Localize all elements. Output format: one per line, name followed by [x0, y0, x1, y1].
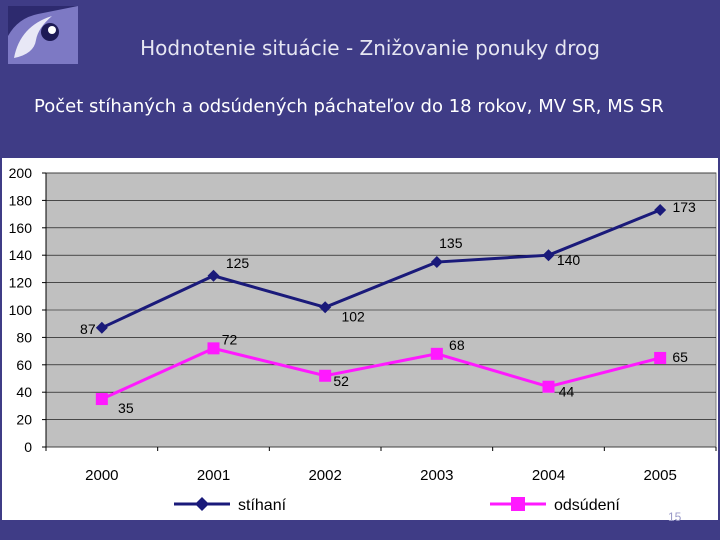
slide-title: Hodnotenie situácie - Znižovanie ponuky …	[140, 36, 600, 60]
legend-label: stíhaní	[238, 497, 287, 514]
line-chart: 0 20 40 60 80 100 120 140 160 180 200 2000 2001 2002 2…	[9, 165, 717, 514]
y-tick-label: 60	[16, 357, 32, 373]
data-label: 87	[80, 321, 96, 337]
data-label: 65	[672, 349, 688, 365]
data-point-stihani	[319, 301, 332, 314]
data-point-odsudeni	[654, 351, 667, 364]
data-label: 35	[118, 400, 134, 416]
data-point-odsudeni	[207, 342, 220, 355]
y-tick-label: 80	[16, 329, 32, 345]
data-label: 102	[341, 308, 365, 324]
data-point-stihani	[542, 249, 555, 262]
data-point-stihani	[207, 269, 220, 282]
spiral-logo-icon	[8, 6, 78, 64]
y-tick-label: 20	[16, 412, 32, 428]
x-tick-label: 2000	[85, 467, 118, 484]
data-point-odsudeni	[430, 347, 443, 360]
data-label: 44	[559, 384, 575, 400]
data-label: 140	[557, 252, 581, 268]
data-point-stihani	[654, 203, 667, 216]
x-tick-label: 2005	[643, 467, 676, 484]
series-line-stihani	[101, 208, 661, 330]
y-tick-label: 200	[9, 165, 33, 181]
y-tick-label: 180	[9, 192, 33, 208]
y-tick-label: 140	[9, 247, 33, 263]
y-tick-label: 0	[24, 439, 32, 455]
page-number: 15	[668, 510, 682, 524]
data-label: 52	[333, 373, 349, 389]
data-point-odsudeni	[95, 393, 108, 406]
data-label: 68	[449, 337, 465, 353]
x-tick-label: 2002	[308, 467, 341, 484]
y-tick-label: 160	[9, 220, 33, 236]
series-line-odsudeni	[101, 346, 661, 401]
data-point-stihani	[430, 256, 443, 269]
x-tick-label: 2001	[197, 467, 230, 484]
legend-marker	[195, 497, 209, 511]
x-tick-label: 2003	[420, 467, 453, 484]
x-tick-label: 2004	[532, 467, 565, 484]
data-label: 72	[222, 331, 238, 347]
data-label: 173	[672, 199, 696, 215]
data-label: 135	[439, 235, 463, 251]
y-tick-label: 40	[16, 384, 32, 400]
data-label: 125	[226, 255, 250, 271]
y-tick-label: 120	[9, 275, 33, 291]
chart-subtitle: Počet stíhaných a odsúdených páchateľov …	[34, 96, 664, 117]
legend-marker	[511, 497, 525, 511]
data-point-odsudeni	[542, 380, 555, 393]
data-point-odsudeni	[319, 369, 332, 382]
legend-label: odsúdení	[554, 497, 620, 514]
chart-container: 0 20 40 60 80 100 120 140 160 180 200 2000 2001 2002 2…	[2, 158, 718, 520]
y-tick-label: 100	[9, 302, 33, 318]
data-point-stihani	[95, 321, 108, 334]
